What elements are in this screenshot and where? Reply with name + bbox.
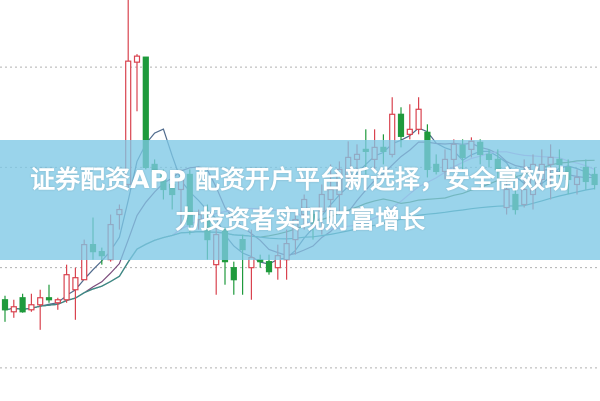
candle-body — [72, 277, 79, 291]
candle — [28, 293, 35, 312]
candle — [45, 284, 53, 303]
candle-body — [133, 55, 141, 63]
candle — [415, 97, 422, 135]
candle — [37, 289, 44, 330]
candle-body — [63, 274, 70, 301]
candle — [10, 299, 17, 318]
candle-body — [397, 113, 405, 137]
candle — [72, 267, 79, 320]
candle-body — [1, 299, 9, 311]
candle-body — [28, 304, 35, 311]
candle-body — [230, 267, 237, 281]
candle-body — [37, 297, 44, 306]
candle — [406, 104, 413, 140]
candle-body — [54, 299, 61, 304]
candle — [1, 295, 9, 322]
candle — [230, 261, 237, 295]
banner-line-2: 力投资者实现财富增长 — [174, 205, 425, 234]
candle-body — [406, 128, 413, 135]
candle — [19, 293, 26, 313]
candle — [63, 264, 70, 303]
banner-line-1: 证券配资APP 配资开户平台新选择，安全高效助 — [30, 165, 570, 194]
candle-body — [415, 108, 422, 130]
candle — [133, 54, 141, 112]
candle-body — [45, 297, 53, 301]
promo-banner: 证券配资APP 配资开户平台新选择，安全高效助 力投资者实现财富增长 — [0, 140, 600, 260]
candle-body — [10, 306, 17, 313]
candle-body — [19, 297, 26, 313]
candle — [54, 297, 61, 310]
candle-body — [265, 261, 273, 273]
